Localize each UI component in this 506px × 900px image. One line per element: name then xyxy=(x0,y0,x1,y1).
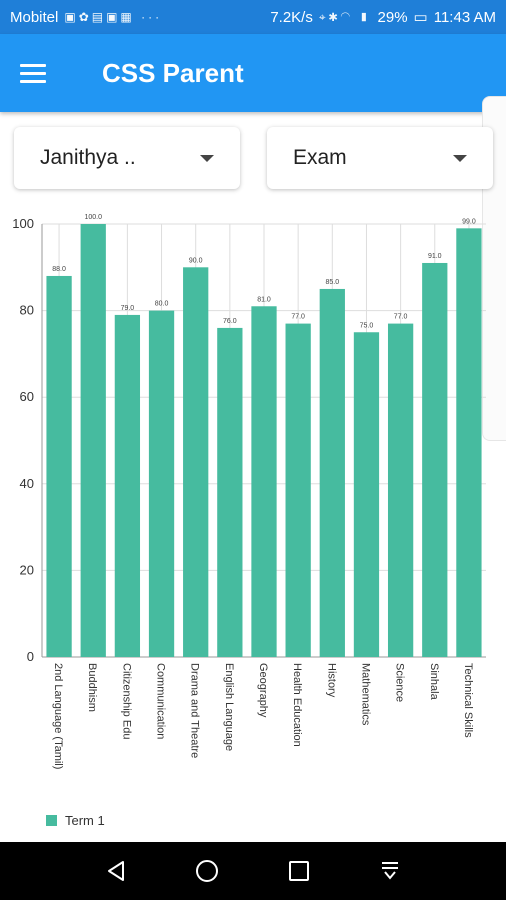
home-icon[interactable] xyxy=(187,851,227,891)
notification-icons: ▣✿▤▣▦ ··· xyxy=(64,10,163,24)
y-tick-label: 80 xyxy=(20,303,34,318)
y-tick-label: 20 xyxy=(20,562,34,577)
bar-data-label: 90.0 xyxy=(189,257,203,264)
bar xyxy=(353,332,380,657)
hamburger-menu-icon[interactable] xyxy=(20,53,60,93)
recents-icon[interactable] xyxy=(279,851,319,891)
bar-data-label: 75.0 xyxy=(360,322,374,329)
legend-label: Term 1 xyxy=(65,813,105,828)
x-category-label: Buddhism xyxy=(86,663,98,712)
x-category-label: History xyxy=(325,663,337,698)
bar xyxy=(319,288,345,657)
battery-level: 29% xyxy=(377,8,408,26)
bar-data-label: 80.0 xyxy=(155,301,169,308)
bar-data-label: 77.0 xyxy=(394,314,408,321)
navigation-bar xyxy=(0,842,506,900)
page-title: CSS Parent xyxy=(102,57,244,88)
bar-data-label: 76.0 xyxy=(223,318,237,325)
student-dropdown-value: Janithya .. xyxy=(40,146,136,169)
bar xyxy=(217,327,243,657)
exam-dropdown-value: Exam xyxy=(293,146,347,169)
bar xyxy=(251,306,277,657)
dropdown-arrow-icon xyxy=(200,154,214,162)
bar-data-label: 88.0 xyxy=(52,266,66,273)
bar xyxy=(387,323,414,657)
bar xyxy=(46,275,72,657)
status-bar: Mobitel ▣✿▤▣▦ ··· 7.2K/s ⌖✱◠ ▮ 29% ▭ 11:… xyxy=(0,0,506,34)
signal-icons: ⌖✱◠ ▮ xyxy=(318,9,372,24)
legend-swatch xyxy=(46,815,57,826)
app-bar: CSS Parent xyxy=(0,34,506,112)
bar xyxy=(148,310,175,657)
bar xyxy=(114,314,141,657)
x-category-label: Science xyxy=(394,663,406,702)
chart-legend: Term 1 xyxy=(46,813,105,828)
bar xyxy=(183,267,209,657)
bar-data-label: 100.0 xyxy=(84,214,102,221)
marks-bar-chart: 0 20 40 60 80 100 88.0 2nd Language (Tamil) 100.… xyxy=(12,214,486,769)
notification-pull-icon[interactable] xyxy=(370,851,410,891)
back-icon[interactable] xyxy=(96,851,136,891)
x-category-label: Mathematics xyxy=(359,663,371,726)
bar-data-label: 81.0 xyxy=(257,296,271,303)
bar xyxy=(285,323,311,657)
carrier-name: Mobitel xyxy=(10,8,59,26)
clock: 11:43 AM xyxy=(433,8,496,26)
y-tick-label: 0 xyxy=(27,649,34,664)
x-category-label: Geography xyxy=(257,663,269,718)
student-dropdown[interactable]: Janithya .. xyxy=(14,127,240,189)
y-tick-label: 60 xyxy=(20,389,34,404)
exam-dropdown[interactable]: Exam xyxy=(267,127,493,189)
x-category-label: English Language xyxy=(223,663,235,751)
network-speed: 7.2K/s xyxy=(270,8,313,26)
x-category-label: Technical Skills xyxy=(462,663,474,738)
x-category-label: Communication xyxy=(155,663,167,739)
bar xyxy=(80,224,106,657)
y-tick-label: 100 xyxy=(12,216,34,231)
battery-icon: ▭ xyxy=(413,9,428,26)
bar xyxy=(456,228,482,657)
bar-data-label: 85.0 xyxy=(325,279,339,286)
x-category-label: Sinhala xyxy=(428,663,440,701)
bar-data-label: 91.0 xyxy=(428,253,442,260)
bar-data-label: 77.0 xyxy=(291,314,305,321)
bar xyxy=(422,262,448,657)
dropdown-arrow-icon xyxy=(453,154,467,162)
x-category-label: Drama and Theatre xyxy=(189,663,201,758)
x-category-label: 2nd Language (Tamil) xyxy=(52,663,64,769)
x-category-label: Citizenship Edu xyxy=(120,663,132,739)
bar-data-label: 99.0 xyxy=(462,218,476,225)
x-category-label: Health Education xyxy=(291,663,303,747)
y-tick-label: 40 xyxy=(20,476,34,491)
bar-data-label: 79.0 xyxy=(121,305,135,312)
